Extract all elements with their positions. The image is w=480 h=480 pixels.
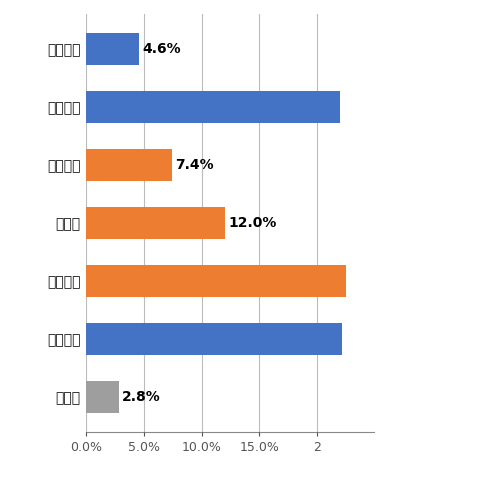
Bar	[86, 323, 342, 355]
Bar	[86, 91, 340, 123]
Text: 4.6%: 4.6%	[143, 42, 181, 56]
Text: 2.8%: 2.8%	[122, 390, 161, 404]
Bar	[86, 381, 119, 413]
Bar	[86, 149, 172, 181]
Text: 12.0%: 12.0%	[228, 216, 276, 230]
Bar	[86, 207, 225, 239]
Bar	[86, 33, 139, 65]
Bar	[86, 265, 346, 297]
Text: 7.4%: 7.4%	[175, 158, 214, 172]
